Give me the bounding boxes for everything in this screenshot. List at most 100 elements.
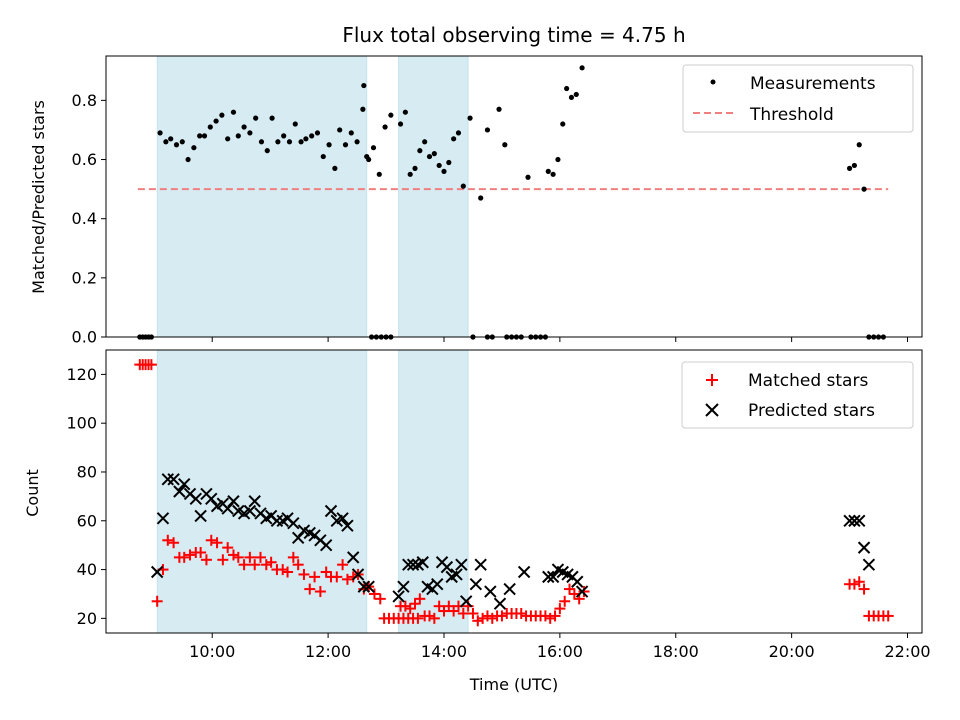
matched-star-point: [539, 610, 551, 622]
bottom-y-axis-label: Count: [23, 469, 42, 517]
matched-star-point: [222, 542, 234, 554]
matched-star-point: [287, 551, 299, 563]
matched-star-point: [178, 551, 190, 563]
shaded-interval: [398, 349, 469, 634]
measurement-point: [388, 112, 394, 118]
x-stroke: [440, 560, 454, 574]
matched-star-point: [211, 537, 223, 549]
x-stroke: [484, 585, 497, 598]
x-tick-label: 14:00: [421, 642, 467, 661]
x-stroke: [431, 577, 444, 591]
legend-threshold-label: Threshold: [749, 105, 834, 125]
matched-star-point: [337, 559, 349, 571]
measurement-point: [402, 109, 408, 115]
measurement-point: [360, 106, 366, 112]
matched-star-point: [374, 593, 386, 605]
predicted-star-point: [156, 512, 170, 525]
matched-star-point: [341, 573, 353, 585]
x-stroke: [173, 485, 186, 498]
predicted-star-point: [474, 558, 487, 571]
matched-star-point: [414, 593, 426, 605]
x-stroke: [862, 558, 876, 571]
shaded-interval: [156, 55, 368, 338]
matched-star-point: [162, 534, 174, 546]
predicted-star-point: [469, 577, 483, 591]
y-tick-label: 0.6: [72, 150, 97, 169]
predicted-star-point: [455, 558, 468, 571]
top-x-ticks: [211, 337, 909, 342]
x-stroke: [469, 577, 483, 591]
bottom-x-ticks: 10:00 12:00 14:00 16:00 18:00 20:00 22:00: [189, 633, 931, 661]
matched-star-point: [568, 588, 580, 600]
x-stroke: [336, 512, 349, 525]
predicted-star-point: [440, 560, 454, 574]
measurement-point: [579, 65, 585, 71]
predicted-star-point: [459, 595, 473, 608]
matched-star-point: [443, 600, 455, 612]
measurement-point: [157, 130, 163, 136]
matched-star-point: [145, 359, 157, 371]
top-shaded-intervals: [156, 55, 469, 338]
matched-star-point: [477, 612, 489, 624]
x-stroke: [232, 504, 245, 518]
shaded-interval: [398, 55, 469, 338]
measurement-point: [417, 148, 423, 154]
matched-star-point: [368, 588, 380, 600]
matched-star-point: [168, 537, 180, 549]
y-tick-label: 0.4: [72, 209, 97, 228]
y-tick-label: 60: [77, 511, 97, 530]
matched-star-point: [882, 610, 894, 622]
measurement-point: [286, 139, 293, 145]
x-stroke: [551, 563, 565, 576]
measurement-point: [201, 133, 208, 139]
x-stroke: [397, 580, 410, 593]
x-stroke: [848, 514, 861, 527]
x-stroke: [287, 517, 300, 530]
x-stroke: [402, 558, 415, 571]
measurement-point: [502, 142, 508, 148]
predicted-star-point: [575, 585, 589, 598]
y-tick-label: 0.2: [72, 268, 97, 287]
predicted-star-point: [848, 514, 861, 527]
x-stroke: [843, 514, 856, 527]
measurement-point: [484, 127, 491, 133]
predicted-star-point: [287, 517, 300, 530]
x-stroke: [493, 597, 507, 610]
x-stroke: [542, 570, 555, 584]
bottom-legend-box: [681, 361, 914, 429]
matched-star-point: [320, 566, 332, 578]
predicted-star-point: [248, 495, 261, 508]
x-stroke: [150, 565, 164, 579]
x-stroke: [161, 473, 175, 486]
matched-star-point: [217, 554, 229, 566]
measurement-point: [235, 133, 241, 139]
measurement-point: [555, 156, 561, 163]
predicted-star-point: [336, 512, 349, 525]
y-tick-label: 120: [66, 365, 97, 384]
matched-star-point: [255, 551, 267, 563]
top-y-axis-label: Matched/Predicted stars: [29, 100, 48, 294]
matched-star-point: [578, 586, 590, 598]
predicted-star-point: [402, 558, 415, 571]
predicted-star-point: [546, 570, 560, 584]
predicted-star-point: [221, 502, 234, 515]
bottom-panel: 20 40 60 80 100 120 10:00 12:00 14:00 16:00 18:00…: [23, 349, 931, 694]
matched-star-point: [564, 583, 576, 595]
measurement-point: [467, 115, 473, 121]
matched-star-point: [404, 603, 416, 615]
x-tick-label: 10:00: [189, 642, 235, 661]
matched-star-point: [549, 610, 561, 622]
matched-star-point: [260, 559, 272, 571]
measurement-point: [258, 139, 265, 145]
matched-star-point: [424, 610, 436, 622]
x-stroke: [459, 595, 473, 608]
bottom-legend: Matched stars Predicted stars: [681, 361, 914, 429]
predicted-star-point: [853, 514, 866, 527]
measurement-point: [436, 162, 442, 169]
x-stroke: [416, 556, 429, 569]
matched-star-point: [858, 583, 870, 595]
measurement-point: [525, 174, 531, 180]
x-stroke: [571, 575, 584, 588]
measurement-point: [426, 153, 433, 160]
predicted-star-point: [416, 556, 429, 569]
